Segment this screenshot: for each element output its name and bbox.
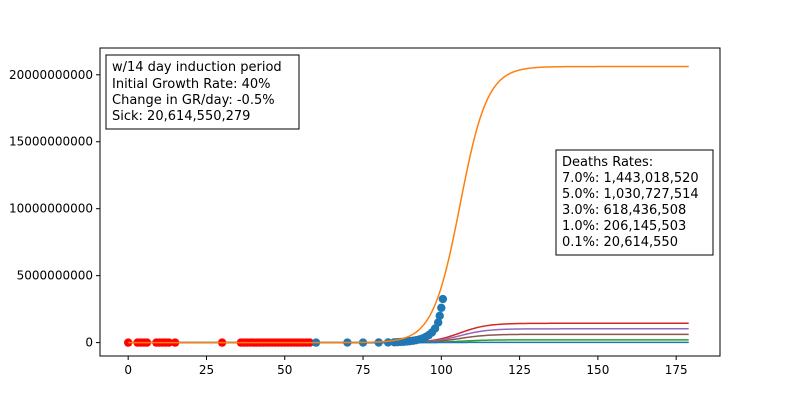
x-tick-label: 125 (508, 363, 531, 377)
deaths-line-5: 1.0%: 206,145,503 (562, 219, 686, 234)
info-line-4: Sick: 20,614,550,279 (112, 109, 250, 124)
projected-sick-line (128, 65, 689, 344)
y-tick-label: 15000000000 (9, 135, 93, 149)
case-point (437, 303, 446, 312)
x-tick-label: 25 (199, 363, 214, 377)
y-tick-label: 5000000000 (17, 269, 93, 283)
y-tick-label: 20000000000 (9, 68, 93, 82)
info-box-frame (105, 54, 300, 130)
series-group (123, 65, 689, 347)
deaths-line-4: 3.0%: 618,436,508 (562, 203, 686, 218)
x-axis: 0 25 50 75 100 125 150 175 (124, 356, 688, 377)
plot-frame (99, 47, 721, 357)
info-line-2: Initial Growth Rate: 40% (112, 77, 271, 92)
y-tick-label: 10000000000 (9, 202, 93, 216)
x-tick-label: 50 (277, 363, 292, 377)
x-tick-label: 175 (665, 363, 688, 377)
deaths-line-1: Deaths Rates: (562, 155, 653, 170)
deaths-line-6: 0.1%: 20,614,550 (562, 235, 678, 250)
info-line-1: w/14 day induction period (112, 60, 282, 75)
case-point (438, 294, 448, 304)
y-axis: 0 5000000000 10000000000 15000000000 2000000… (9, 68, 100, 350)
case-point (433, 318, 443, 327)
info-line-3: Change in GR/day: -0.5% (112, 93, 275, 108)
x-tick-label: 0 (124, 363, 132, 377)
deaths-line-3: 5.0%: 1,030,727,514 (562, 187, 699, 202)
deaths-box-frame (555, 149, 714, 256)
deaths-line-2: 7.0%: 1,443,018,520 (562, 171, 699, 186)
deaths-box: Deaths Rates: 7.0%: 1,443,018,520 5.0%: … (555, 149, 714, 256)
x-tick-label: 150 (586, 363, 609, 377)
x-tick-label: 100 (430, 363, 453, 377)
x-tick-label: 75 (355, 363, 370, 377)
y-tick-label: 0 (85, 336, 93, 350)
info-box: w/14 day induction period Initial Growth… (105, 54, 300, 130)
case-point (435, 311, 444, 321)
